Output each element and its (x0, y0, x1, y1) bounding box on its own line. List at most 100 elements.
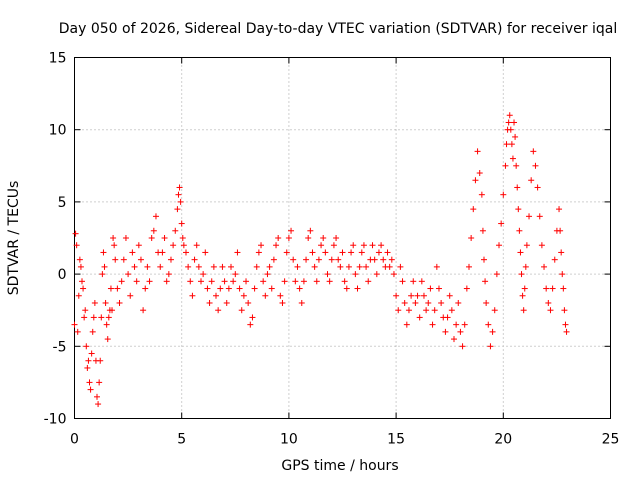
data-point (122, 235, 129, 241)
data-point (277, 292, 284, 299)
data-point (177, 198, 184, 205)
data-point (482, 278, 489, 285)
data-point (204, 285, 211, 292)
data-point (489, 328, 496, 335)
data-point (100, 249, 107, 256)
data-point (547, 307, 554, 314)
data-point (375, 249, 382, 256)
data-point (380, 256, 387, 263)
data-point (390, 271, 397, 278)
data-point (120, 256, 127, 263)
data-point (262, 292, 269, 299)
data-point (534, 184, 541, 191)
data-point (393, 292, 400, 299)
data-point (517, 249, 524, 256)
x-axis-label: GPS time / hours (281, 458, 398, 474)
data-point (77, 263, 84, 270)
x-tick-label: 10 (280, 432, 298, 448)
data-point (496, 242, 503, 249)
data-point (335, 256, 342, 263)
data-point (498, 220, 505, 227)
plot-frame (74, 57, 611, 419)
data-point (167, 256, 174, 263)
data-point (129, 249, 136, 256)
data-point (502, 162, 509, 169)
data-point (103, 321, 110, 328)
data-point (101, 263, 108, 270)
data-point (360, 242, 367, 249)
data-point (236, 285, 243, 292)
data-point (91, 299, 98, 306)
data-point (90, 314, 97, 321)
data-point (339, 249, 346, 256)
data-point (71, 321, 78, 328)
data-point (303, 256, 310, 263)
data-point (292, 278, 299, 285)
data-point (519, 292, 526, 299)
data-point (189, 292, 196, 299)
data-point (545, 299, 552, 306)
data-point (515, 206, 522, 213)
data-point (255, 249, 262, 256)
data-point (538, 242, 545, 249)
data-point (76, 256, 83, 263)
data-point (165, 271, 172, 278)
data-point (290, 256, 297, 263)
data-point (99, 271, 106, 278)
data-point (172, 227, 179, 234)
data-point (245, 299, 252, 306)
data-point (465, 263, 472, 270)
data-point (80, 285, 87, 292)
data-point (395, 307, 402, 314)
data-point (352, 271, 359, 278)
data-point (131, 263, 138, 270)
data-point (89, 328, 96, 335)
axis-ticks: 0 5 10 15 20 25 -10 -5 0 5 10 15 (44, 51, 620, 448)
data-point (170, 242, 177, 249)
data-point (163, 278, 170, 285)
data-point (288, 227, 295, 234)
data-point (273, 242, 280, 249)
data-point (523, 242, 530, 249)
data-point (551, 256, 558, 263)
data-point (110, 235, 117, 241)
data-point (96, 379, 103, 386)
data-point (521, 285, 528, 292)
data-point (516, 227, 523, 234)
data-point (195, 263, 202, 270)
data-point (238, 307, 245, 314)
data-point (251, 285, 258, 292)
data-point (208, 278, 215, 285)
data-point (75, 292, 82, 299)
data-point (270, 256, 277, 263)
data-point (157, 263, 164, 270)
data-point (95, 401, 102, 408)
data-point (468, 235, 475, 241)
data-point (307, 227, 314, 234)
data-point (541, 263, 548, 270)
data-point (420, 292, 427, 299)
data-point (562, 321, 569, 328)
y-tick-label: -10 (44, 412, 67, 428)
data-point (137, 256, 144, 263)
data-point (530, 148, 537, 155)
data-point (557, 227, 564, 234)
data-point (337, 263, 344, 270)
data-point (403, 321, 410, 328)
data-point (532, 162, 539, 169)
data-point (371, 256, 378, 263)
data-point (230, 278, 237, 285)
data-point (350, 242, 357, 249)
data-point (526, 213, 533, 220)
data-point (152, 213, 159, 220)
data-point (463, 285, 470, 292)
data-point (105, 314, 112, 321)
data-point (363, 263, 370, 270)
data-point (268, 285, 275, 292)
data-point (232, 271, 239, 278)
data-point (412, 299, 419, 306)
data-point (386, 263, 393, 270)
data-point (448, 307, 455, 314)
data-point (365, 278, 372, 285)
